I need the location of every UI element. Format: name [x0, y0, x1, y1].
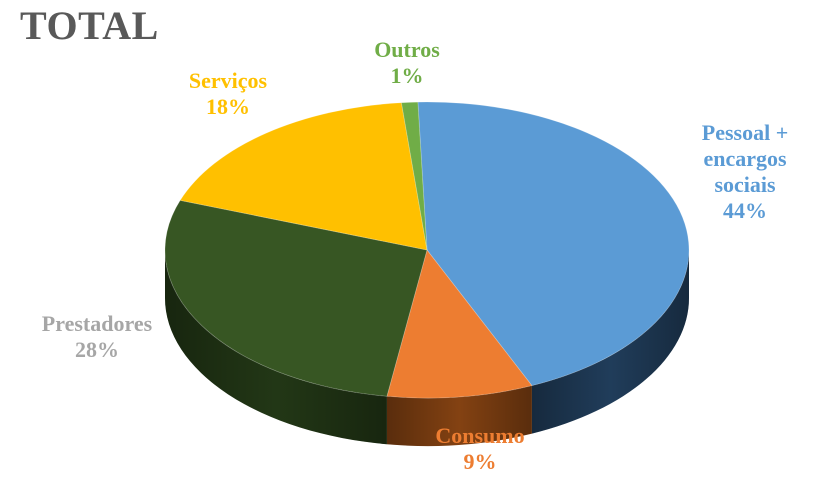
- data-label-percent-4: 1%: [391, 63, 424, 88]
- pie-slice-3: [179, 102, 428, 251]
- data-label-percent-3: 18%: [206, 94, 250, 119]
- pie-side-shade-0: [531, 250, 689, 434]
- data-label-name-0-2: sociais: [714, 172, 776, 197]
- data-label-percent-0: 44%: [723, 198, 767, 223]
- pie-slice-2: [164, 199, 428, 397]
- pie-side-shade-2: [165, 250, 387, 445]
- data-label-name-4-0: Outros: [374, 37, 440, 62]
- pie-side-shade-1: [386, 385, 532, 446]
- data-label-name-3-0: Serviços: [189, 68, 268, 93]
- data-label-percent-2: 28%: [75, 337, 119, 362]
- data-label-name-2-0: Prestadores: [42, 311, 153, 336]
- data-label-name-0-1: encargos: [703, 146, 787, 171]
- pie-tops: [164, 101, 690, 399]
- pie-slice-4: [400, 101, 428, 251]
- data-label-name-1-0: Consumo: [435, 423, 524, 448]
- pie-slice-1: [386, 249, 533, 399]
- pie-slice-0: [417, 101, 690, 387]
- data-label-name-0-0: Pessoal +: [702, 120, 788, 145]
- data-label-percent-1: 9%: [464, 449, 497, 474]
- pie-sides: [165, 250, 689, 446]
- chart-title: TOTAL: [20, 3, 159, 48]
